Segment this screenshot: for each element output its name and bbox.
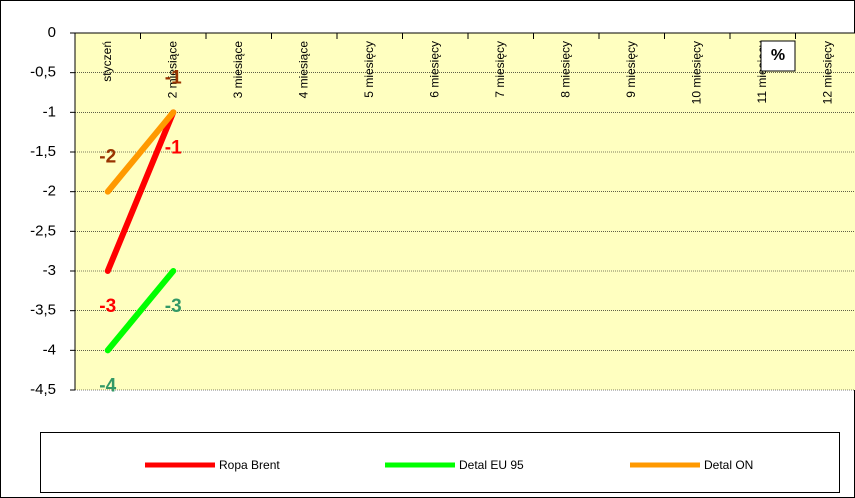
x-tick-label: 5 miesięcy [362, 41, 376, 98]
legend-label: Ropa Brent [219, 458, 280, 472]
x-tick-label: styczeń [100, 41, 114, 82]
x-tick-label: 7 miesięcy [493, 41, 507, 98]
y-tick-label: -3 [43, 262, 56, 279]
y-tick-label: -1,5 [30, 143, 56, 160]
x-tick-label: 3 miesiące [231, 41, 245, 99]
data-label: -3 [99, 296, 116, 317]
y-tick-label: -3,5 [30, 302, 56, 319]
series-line [104, 268, 177, 354]
series-line [104, 109, 177, 195]
y-tick-label: -4 [43, 341, 56, 358]
annotation-box [760, 40, 796, 72]
x-tick-label: 4 miesiące [296, 41, 310, 99]
y-tick-label: -0,5 [30, 64, 56, 81]
y-tick-label: -4,5 [30, 381, 56, 398]
x-tick-label: 9 miesięcy [624, 41, 638, 98]
y-tick-label: -2,5 [30, 222, 56, 239]
data-label: -1 [165, 137, 182, 158]
series-line [104, 109, 177, 274]
x-tick-label: 10 miesięcy [689, 41, 703, 104]
x-tick-label: 2 miesiące [165, 41, 179, 99]
legend-label: Detal EU 95 [459, 458, 524, 472]
legend-label: Detal ON [704, 458, 753, 472]
y-tick-label: -2 [43, 183, 56, 200]
annotation: % [771, 47, 785, 64]
data-label: -2 [99, 147, 116, 168]
x-tick-label: 12 miesięcy [820, 41, 834, 104]
plot-area [75, 33, 855, 390]
x-tick-label: 6 miesięcy [427, 41, 441, 98]
data-label: -3 [165, 296, 182, 317]
data-label: -1 [165, 67, 182, 88]
x-tick-label: 8 miesięcy [558, 41, 572, 98]
data-label: -4 [99, 375, 116, 396]
y-tick-label: -1 [43, 103, 56, 120]
y-tick-label: 0 [48, 24, 56, 41]
